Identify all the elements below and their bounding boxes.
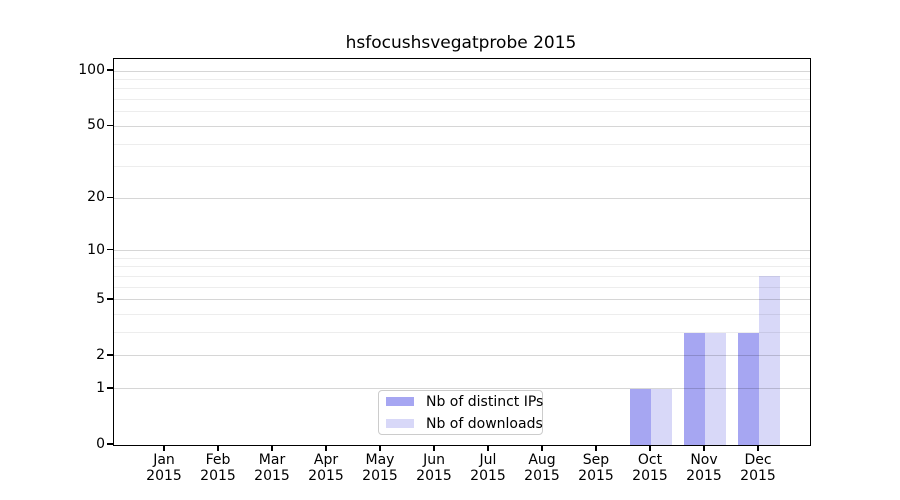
y-tick	[107, 387, 113, 389]
y-gridline-minor	[114, 266, 810, 268]
legend-item-downloads: Nb of downloads	[386, 415, 543, 433]
bar-downloads	[705, 332, 726, 445]
bar-distinct-ips	[738, 332, 759, 445]
bars-layer	[114, 59, 810, 445]
y-tick	[107, 354, 113, 356]
x-tick	[595, 445, 597, 451]
y-gridline-major	[114, 197, 810, 199]
legend: Nb of distinct IPs Nb of downloads	[378, 390, 543, 435]
bar-downloads	[651, 388, 672, 445]
y-gridline-minor	[114, 111, 810, 113]
x-tick-label: Mar 2015	[254, 452, 290, 484]
x-tick	[541, 445, 543, 451]
x-tick	[757, 445, 759, 451]
y-tick-label: 1	[96, 379, 105, 396]
x-tick	[433, 445, 435, 451]
x-tick-label: Nov 2015	[686, 452, 722, 484]
x-tick-label: Jan 2015	[146, 452, 182, 484]
y-tick	[107, 69, 113, 71]
y-gridline-major	[114, 70, 810, 72]
y-tick-label: 2	[96, 346, 105, 363]
y-tick	[107, 196, 113, 199]
y-gridline-major	[114, 299, 810, 301]
bar-distinct-ips	[630, 388, 651, 445]
y-gridline-major	[114, 355, 810, 357]
y-gridline-major	[114, 125, 810, 127]
y-gridline-minor	[114, 332, 810, 334]
x-tick	[703, 445, 705, 451]
legend-item-distinct-ips: Nb of distinct IPs	[386, 393, 544, 411]
y-tick	[107, 443, 113, 445]
y-gridline-minor	[114, 99, 810, 101]
x-tick-label: Apr 2015	[308, 452, 344, 484]
x-tick-label: Dec 2015	[740, 452, 776, 484]
y-gridline-minor	[114, 166, 810, 168]
plot-area	[113, 58, 811, 446]
y-tick-label: 0	[96, 436, 105, 452]
y-tick-label: 20	[87, 189, 105, 206]
legend-swatch-downloads	[386, 419, 414, 428]
x-tick-label: Aug 2015	[524, 452, 560, 484]
x-tick	[487, 445, 489, 451]
y-tick-label: 50	[87, 117, 105, 134]
x-tick-label: Sep 2015	[578, 452, 614, 484]
x-tick	[217, 445, 219, 451]
x-tick	[271, 445, 273, 451]
y-tick-label: 5	[96, 290, 105, 307]
x-tick	[379, 445, 381, 451]
y-tick	[107, 124, 113, 127]
legend-swatch-distinct-ips	[386, 397, 414, 406]
bar-distinct-ips	[684, 332, 705, 445]
gridlines-layer	[114, 59, 810, 445]
y-tick-label: 100	[78, 62, 105, 78]
x-tick	[649, 445, 651, 451]
chart-title: hsfocushsvegatprobe 2015	[345, 33, 577, 53]
y-gridline-minor	[114, 78, 810, 80]
y-gridline-minor	[114, 257, 810, 259]
y-gridline-minor	[114, 275, 810, 277]
x-tick-label: Jul 2015	[470, 452, 506, 484]
x-tick-label: Oct 2015	[632, 452, 668, 484]
x-tick-label: Feb 2015	[200, 452, 236, 484]
y-gridline-minor	[114, 143, 810, 145]
x-tick-label: May 2015	[362, 452, 398, 484]
y-tick	[107, 298, 113, 300]
y-gridline-minor	[114, 314, 810, 316]
x-tick	[325, 445, 327, 451]
y-tick	[107, 248, 113, 251]
legend-label-distinct-ips: Nb of distinct IPs	[426, 393, 544, 410]
x-tick-label: Jun 2015	[416, 452, 452, 484]
y-gridline-major	[114, 250, 810, 252]
y-gridline-major	[114, 388, 810, 390]
legend-label-downloads: Nb of downloads	[426, 415, 543, 432]
y-gridline-minor	[114, 286, 810, 288]
y-gridline-minor	[114, 88, 810, 90]
x-tick	[163, 445, 165, 451]
y-tick-label: 10	[87, 241, 105, 258]
bar-downloads	[759, 276, 780, 445]
